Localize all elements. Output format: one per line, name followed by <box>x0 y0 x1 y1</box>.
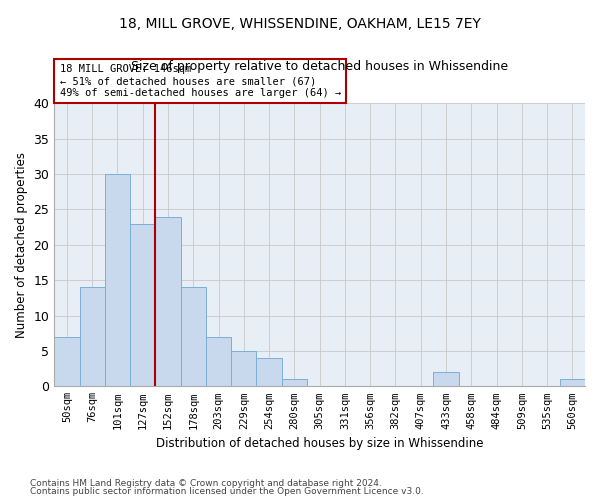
Text: 18, MILL GROVE, WHISSENDINE, OAKHAM, LE15 7EY: 18, MILL GROVE, WHISSENDINE, OAKHAM, LE1… <box>119 18 481 32</box>
X-axis label: Distribution of detached houses by size in Whissendine: Distribution of detached houses by size … <box>156 437 484 450</box>
Y-axis label: Number of detached properties: Number of detached properties <box>15 152 28 338</box>
Bar <box>54 337 80 386</box>
Bar <box>256 358 282 386</box>
Text: Contains public sector information licensed under the Open Government Licence v3: Contains public sector information licen… <box>30 487 424 496</box>
Bar <box>105 174 130 386</box>
Bar <box>130 224 155 386</box>
Title: Size of property relative to detached houses in Whissendine: Size of property relative to detached ho… <box>131 60 508 73</box>
Bar <box>231 351 256 386</box>
Text: Contains HM Land Registry data © Crown copyright and database right 2024.: Contains HM Land Registry data © Crown c… <box>30 478 382 488</box>
Bar <box>181 288 206 386</box>
Bar <box>155 216 181 386</box>
Bar <box>433 372 458 386</box>
Bar <box>206 337 231 386</box>
Bar <box>282 379 307 386</box>
Text: 18 MILL GROVE: 146sqm
← 51% of detached houses are smaller (67)
49% of semi-deta: 18 MILL GROVE: 146sqm ← 51% of detached … <box>59 64 341 98</box>
Bar <box>560 379 585 386</box>
Bar <box>80 288 105 386</box>
